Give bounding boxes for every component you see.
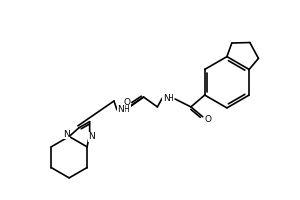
Text: O: O — [204, 115, 211, 124]
Text: N: N — [163, 94, 169, 103]
Text: N: N — [88, 132, 95, 141]
Text: H: H — [123, 105, 129, 114]
Text: N: N — [63, 130, 70, 139]
Text: O: O — [123, 98, 130, 107]
Text: N: N — [118, 105, 124, 114]
Text: H: H — [167, 94, 173, 103]
